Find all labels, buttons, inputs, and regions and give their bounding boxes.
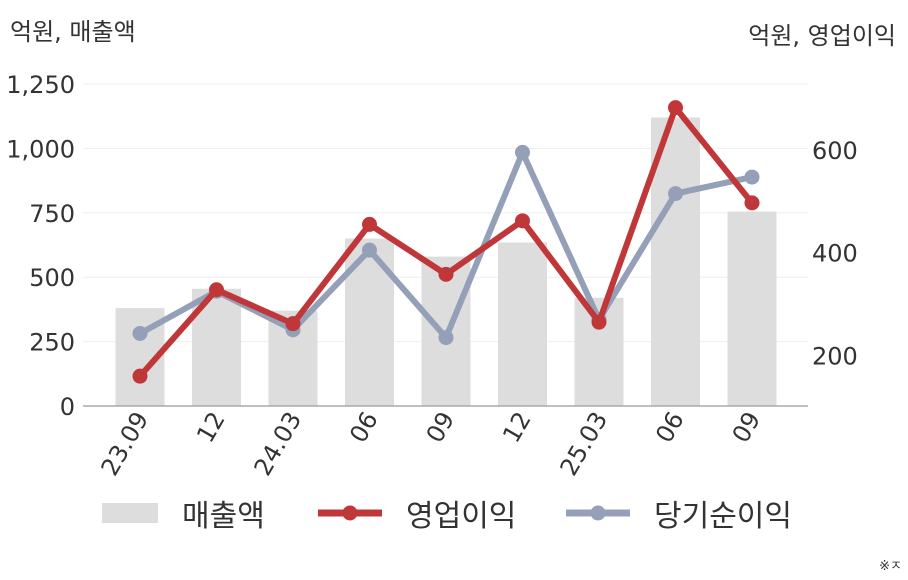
- point-operating-profit: [209, 282, 224, 298]
- point-net-income: [744, 169, 760, 185]
- x-tick-label: 24.03: [249, 407, 308, 481]
- x-tick-label: 12: [497, 407, 537, 447]
- legend-item-sales: 매출액: [102, 488, 265, 538]
- point-operating-profit: [668, 100, 683, 116]
- x-tick-label: 06: [344, 407, 384, 447]
- legend: 매출액 영업이익 당기순이익: [0, 488, 908, 538]
- legend-label-operating: 영업이익: [406, 499, 517, 534]
- point-net-income: [132, 325, 148, 341]
- x-tick-label: 25.03: [555, 407, 614, 481]
- legend-item-net: 당기순이익: [566, 488, 792, 538]
- legend-item-operating: 영업이익: [318, 488, 516, 538]
- point-net-income: [362, 242, 377, 258]
- lines: [132, 100, 760, 384]
- point-operating-profit: [285, 316, 301, 332]
- y-left-tick-label: 1,250: [6, 71, 75, 99]
- legend-label-net: 당기순이익: [654, 499, 792, 534]
- point-net-income: [438, 330, 454, 346]
- point-operating-profit: [132, 368, 148, 384]
- y-right-tick-label: 200: [812, 343, 858, 371]
- y-left-tick-label: 1,000: [6, 135, 75, 163]
- point-net-income: [515, 144, 530, 160]
- y-left-tick-label: 0: [60, 393, 75, 421]
- x-tick-label: 12: [191, 407, 231, 447]
- legend-swatch-line-blue-icon: [566, 505, 630, 521]
- x-tick-label: 06: [650, 407, 690, 447]
- legend-label-sales: 매출액: [182, 499, 265, 534]
- bar-sales: [498, 242, 547, 406]
- legend-swatch-bar-icon: [102, 503, 158, 523]
- y-right-tick-label: 600: [812, 137, 858, 165]
- y-left-tick-label: 250: [29, 329, 75, 357]
- x-tick-label: 09: [421, 407, 461, 447]
- left-axis-unit: 억원, 매출액: [10, 18, 136, 46]
- bar-sales: [651, 117, 700, 406]
- x-tick-label: 23.09: [96, 407, 155, 481]
- point-operating-profit: [362, 216, 377, 232]
- point-operating-profit: [438, 266, 454, 282]
- y-left-tick-label: 750: [29, 200, 75, 228]
- y-left-tick-label: 500: [29, 264, 75, 292]
- point-net-income: [668, 186, 683, 202]
- point-operating-profit: [591, 314, 607, 330]
- point-operating-profit: [515, 213, 530, 229]
- x-tick-label: 09: [727, 407, 767, 447]
- point-operating-profit: [744, 195, 760, 211]
- legend-swatch-line-red-icon: [318, 505, 382, 521]
- footnote: ※ㅈ: [879, 559, 902, 574]
- y-right-tick-label: 400: [812, 240, 858, 268]
- bar-sales: [345, 238, 394, 406]
- bars-sales: [115, 117, 777, 406]
- bar-sales: [727, 211, 777, 406]
- right-axis-unit: 억원, 영업이익: [748, 22, 896, 50]
